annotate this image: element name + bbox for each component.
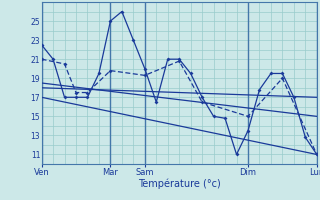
X-axis label: Température (°c): Température (°c) <box>138 179 220 189</box>
